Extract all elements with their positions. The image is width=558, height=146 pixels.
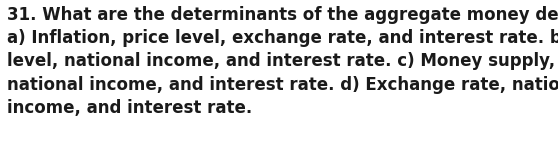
Text: 31. What are the determinants of the aggregate money demand?
a) Inflation, price: 31. What are the determinants of the agg… — [7, 6, 558, 117]
